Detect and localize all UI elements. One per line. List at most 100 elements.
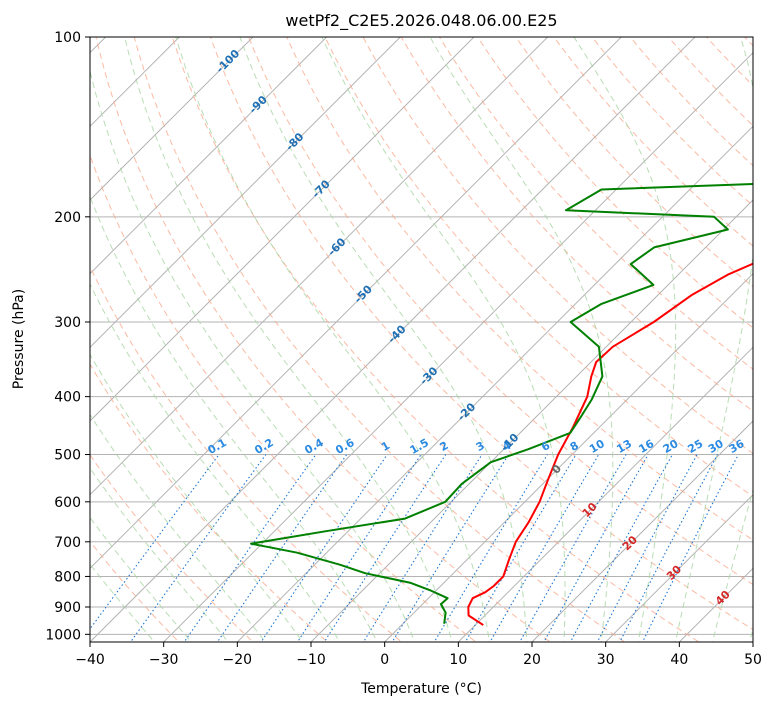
moist-adiabat-line: [674, 37, 753, 642]
x-tick-label: 30: [597, 652, 615, 668]
sounding-profiles: [250, 182, 753, 626]
dry-adiabat-line: [591, 37, 753, 207]
y-tick-label: 600: [54, 495, 81, 511]
moist-adiabat-line: [239, 37, 528, 642]
x-tick-label: 50: [744, 652, 762, 668]
x-tick-label: −20: [223, 652, 253, 668]
dry-adiabat-line: [133, 37, 626, 642]
isotherm-line: [752, 641, 753, 642]
x-tick-label: −30: [149, 652, 179, 668]
mixing-ratio-line: [129, 454, 267, 642]
dry-adiabat-line: [324, 37, 753, 498]
mixing-ratio-label: 0.1: [206, 436, 229, 457]
isotherm-line: [678, 567, 753, 642]
y-axis-label: Pressure (hPa): [11, 289, 27, 389]
isotherm-line: [90, 37, 328, 275]
moist-adiabat-line: [90, 353, 304, 642]
x-tick-label: −10: [296, 652, 326, 668]
dry-adiabat-line: [770, 24, 775, 647]
isotherm-line: [310, 199, 753, 642]
plot-frame: [89, 36, 754, 643]
dry-adiabat-line: [90, 363, 329, 642]
y-tick-label: 500: [54, 448, 81, 464]
moist-adiabat-line: [90, 68, 416, 642]
dry-adiabat-line: [171, 37, 700, 642]
mixing-ratio-label: 20: [661, 437, 681, 456]
mixing-ratio-label: 36: [727, 437, 747, 456]
mixing-ratio-line: [619, 454, 719, 642]
dry-adiabat-line: [286, 37, 753, 541]
dry-adiabat-line: [95, 37, 552, 642]
x-tick-label: 20: [523, 652, 541, 668]
moist-adiabat-line: [573, 37, 677, 642]
x-tick-label: 0: [380, 652, 389, 668]
axes-ticks: −40 −30 −20 −10 0 10 20 30 40 50 100 200 300 400 500 60…: [45, 30, 762, 668]
y-tick-label: 100: [54, 30, 81, 46]
x-tick-label: 40: [670, 652, 688, 668]
isotherm-line: [90, 37, 475, 422]
moist-adiabat-line: [90, 516, 192, 642]
mixing-ratio-line: [323, 454, 447, 642]
mixing-ratio-label: 25: [685, 437, 705, 456]
isotherm-line: [90, 37, 623, 570]
temperature-line: [467, 262, 753, 626]
mixing-ratio-line: [433, 454, 548, 642]
dry-adiabat-line: [90, 154, 477, 642]
dry-adiabat-line: [553, 37, 753, 247]
dry-adiabat-line: [90, 453, 254, 642]
dry-adiabat-line: [477, 37, 753, 329]
isotherm-line: [90, 37, 254, 201]
mixing-ratio-label: 8: [568, 439, 581, 454]
mixing-ratio-line: [569, 454, 673, 642]
x-tick-label: 10: [449, 652, 467, 668]
mixing-ratio-line: [362, 454, 483, 642]
mixing-ratio-label: 0.2: [252, 436, 275, 457]
mixing-ratio-line: [90, 454, 220, 630]
dry-adiabat-line: [209, 37, 753, 631]
mixing-ratio-label: 16: [637, 437, 657, 456]
dry-adiabat-line: [744, 37, 753, 47]
mixing-ratio-label: 13: [614, 437, 634, 456]
isotherm-line: [90, 37, 549, 496]
moist-adiabat-line: [321, 37, 566, 642]
dry-adiabat-line: [90, 540, 180, 642]
moist-adiabat-line: [429, 37, 614, 642]
y-tick-label: 700: [54, 535, 81, 551]
mixing-ratio-label: 1: [379, 439, 392, 454]
moist-adiabat-line: [748, 627, 753, 642]
moist-adiabat-line: [175, 37, 490, 642]
isotherm-line: [162, 51, 753, 642]
mixing-ratio-label: 0.4: [302, 436, 326, 457]
moist-adiabat-line: [711, 488, 753, 642]
moist-adiabat-line: [90, 467, 229, 642]
mixing-ratio-line: [183, 454, 317, 642]
mixing-ratio-line: [596, 454, 698, 642]
mixing-ratio-label: 30: [706, 437, 726, 456]
dry-adiabat-line: [705, 37, 753, 87]
x-tick-label: −40: [75, 652, 105, 668]
dewpoint-line: [250, 182, 753, 624]
y-tick-label: 200: [54, 210, 81, 226]
dry-adiabat-line: [667, 37, 753, 127]
line-labels: 0.1 0.2 0.4 0.6 1 1.5 2 3 4 6 8 10 13 16 20 25 30 36-100-…: [206, 47, 747, 608]
mixing-ratio-label: 0.6: [333, 436, 357, 457]
isotherm-line: [604, 493, 753, 642]
mixing-ratio-line: [216, 454, 348, 642]
chart-title: wetPf2_C2E5.2026.048.06.00.E25: [285, 11, 557, 31]
mixing-ratio-line: [296, 454, 422, 642]
y-tick-label: 900: [54, 600, 81, 616]
background-lines: [90, 24, 775, 647]
isotherm-line: [90, 37, 402, 349]
mixing-ratio-label: 10: [587, 437, 607, 456]
isotherm-line: [90, 37, 181, 128]
dry-adiabat-line: [90, 265, 403, 642]
isotherm-line: [90, 37, 696, 642]
y-tick-label: 300: [54, 315, 81, 331]
y-tick-label: 400: [54, 390, 81, 406]
y-tick-label: 1000: [45, 627, 81, 643]
isotherm-line: [236, 125, 753, 642]
dry-adiabat-line: [438, 37, 753, 370]
isotherm-line: [531, 420, 753, 642]
moist-adiabat-line: [90, 413, 267, 642]
